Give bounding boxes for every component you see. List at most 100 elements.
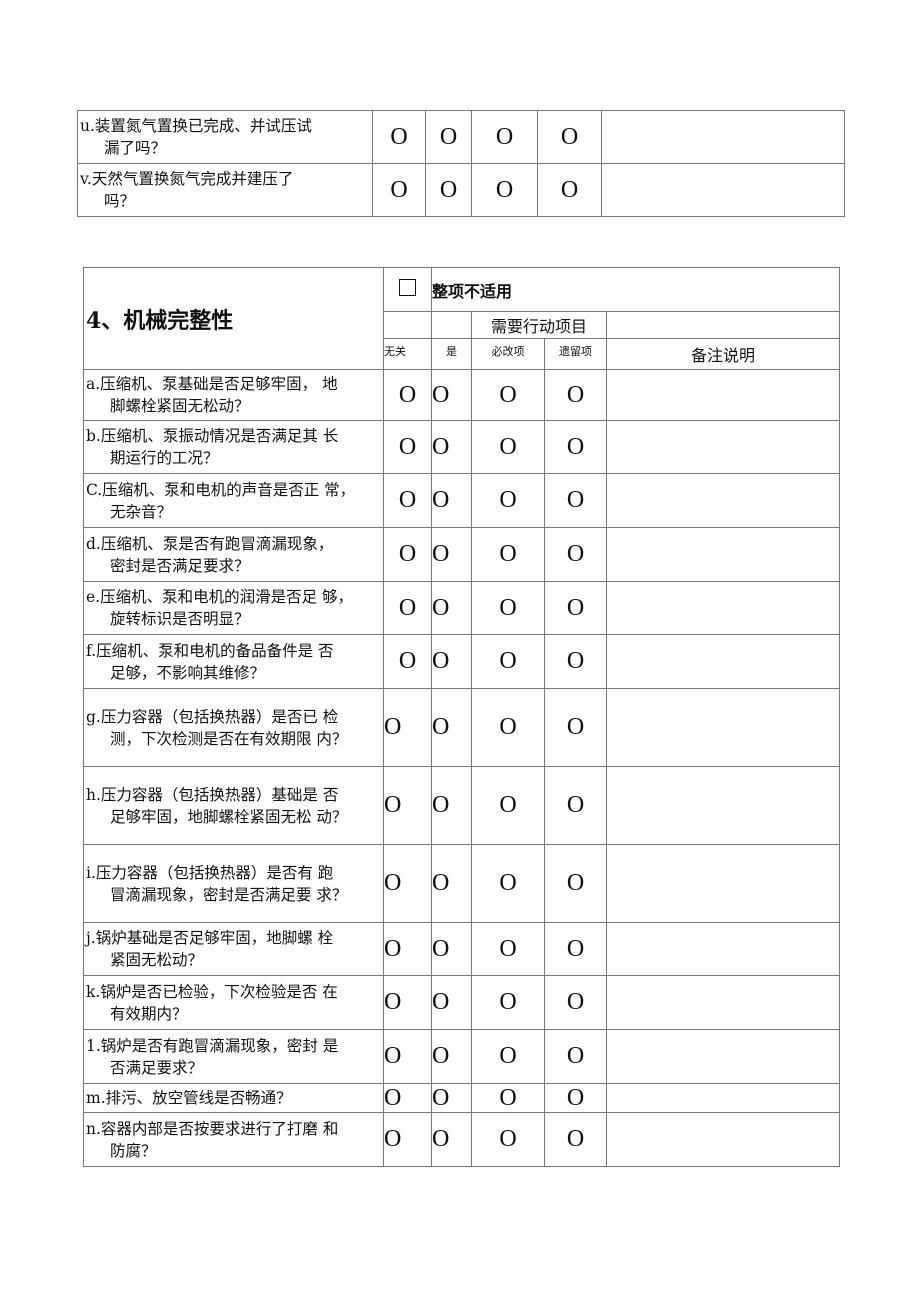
question-line: 密封是否满足要求？ <box>110 556 250 575</box>
radio-remaining[interactable]: O <box>544 1029 607 1084</box>
radio-irrelevant[interactable]: O <box>372 163 426 217</box>
radio-irrelevant[interactable]: O <box>383 634 432 689</box>
radio-irrelevant[interactable]: O <box>383 975 432 1030</box>
radio-yes[interactable]: O <box>431 581 472 635</box>
radio-remaining[interactable]: O <box>544 634 607 689</box>
radio-remaining[interactable]: O <box>544 369 607 421</box>
question-line: k.锅炉是否已检验，下次检验是否 在 <box>86 982 338 1001</box>
radio-irrelevant[interactable]: O <box>383 688 432 767</box>
remarks-cell[interactable] <box>605 369 841 421</box>
table-row: f.压缩机、泵和电机的备品备件是 否足够，不影响其维修？ O O O O <box>83 634 841 689</box>
radio-yes[interactable]: O <box>431 420 472 474</box>
question-line: f.压缩机、泵和电机的备品备件是 否 <box>86 641 334 660</box>
radio-remaining[interactable]: O <box>544 844 607 923</box>
radio-yes[interactable]: O <box>431 473 472 528</box>
radio-remaining[interactable]: O <box>544 1083 607 1113</box>
remarks-cell[interactable] <box>605 688 841 767</box>
remarks-cell[interactable] <box>605 1083 841 1113</box>
remarks-cell[interactable] <box>605 922 841 976</box>
radio-yes[interactable]: O <box>431 1083 472 1113</box>
radio-remaining[interactable]: O <box>544 688 607 767</box>
radio-must-fix[interactable]: O <box>471 420 545 474</box>
remarks-cell[interactable] <box>605 844 841 923</box>
checkbox-icon[interactable] <box>399 279 416 296</box>
remarks-cell[interactable] <box>605 527 841 582</box>
not-applicable-checkbox[interactable] <box>383 267 432 312</box>
radio-must-fix[interactable]: O <box>471 1112 545 1167</box>
radio-yes[interactable]: O <box>431 975 472 1030</box>
question-line: 紧固无松动？ <box>110 951 204 969</box>
radio-irrelevant[interactable]: O <box>383 922 432 976</box>
radio-must-fix[interactable]: O <box>471 473 545 528</box>
radio-remaining[interactable]: O <box>537 163 602 217</box>
col-yes: 是 <box>431 338 472 370</box>
radio-must-fix[interactable]: O <box>471 369 545 421</box>
radio-irrelevant[interactable]: O <box>383 1083 432 1113</box>
radio-must-fix[interactable]: O <box>471 844 545 923</box>
question-line: i.压力容器（包括换热器）是否有 跑 <box>86 863 334 882</box>
radio-yes[interactable]: O <box>431 844 472 923</box>
radio-irrelevant[interactable]: O <box>383 369 432 421</box>
radio-yes[interactable]: O <box>431 634 472 689</box>
remarks-cell[interactable] <box>605 766 841 845</box>
radio-remaining[interactable]: O <box>544 766 607 845</box>
radio-irrelevant[interactable]: O <box>383 766 432 845</box>
question: 1.锅炉是否有跑冒滴漏现象，密封 是否满足要求？ <box>83 1029 384 1084</box>
radio-remaining[interactable]: O <box>544 1112 607 1167</box>
radio-must-fix[interactable]: O <box>471 766 545 845</box>
radio-yes[interactable]: O <box>431 688 472 767</box>
radio-must-fix[interactable]: O <box>471 975 545 1030</box>
radio-irrelevant[interactable]: O <box>383 473 432 528</box>
remarks-cell[interactable] <box>605 1029 841 1084</box>
radio-yes[interactable]: O <box>425 163 472 217</box>
question-line: C.压缩机、泵和电机的声音是否正 常， <box>86 480 356 499</box>
question: C.压缩机、泵和电机的声音是否正 常， 无杂音？ <box>83 473 384 528</box>
radio-must-fix[interactable]: O <box>471 581 545 635</box>
radio-yes[interactable]: O <box>431 1112 472 1167</box>
radio-irrelevant[interactable]: O <box>372 110 426 164</box>
radio-must-fix[interactable]: O <box>471 922 545 976</box>
radio-irrelevant[interactable]: O <box>383 1112 432 1167</box>
radio-remaining[interactable]: O <box>544 581 607 635</box>
radio-yes[interactable]: O <box>431 369 472 421</box>
radio-remaining[interactable]: O <box>537 110 602 164</box>
radio-remaining[interactable]: O <box>544 473 607 528</box>
question-line: 无杂音？ <box>110 502 173 521</box>
question-line: v.天然气置换氮气完成并建压了 <box>80 170 294 188</box>
remarks-cell[interactable] <box>605 975 841 1030</box>
radio-yes[interactable]: O <box>431 527 472 582</box>
remarks-cell[interactable] <box>605 581 841 635</box>
question-line: 1.锅炉是否有跑冒滴漏现象，密封 是 <box>86 1036 339 1055</box>
radio-must-fix[interactable]: O <box>471 163 538 217</box>
radio-must-fix[interactable]: O <box>471 110 538 164</box>
radio-must-fix[interactable]: O <box>471 688 545 767</box>
radio-remaining[interactable]: O <box>544 420 607 474</box>
radio-yes[interactable]: O <box>431 922 472 976</box>
radio-yes[interactable]: O <box>425 110 472 164</box>
radio-remaining[interactable]: O <box>544 527 607 582</box>
col-remarks: 备注说明 <box>605 338 841 370</box>
radio-irrelevant[interactable]: O <box>383 844 432 923</box>
radio-irrelevant[interactable]: O <box>383 420 432 474</box>
radio-remaining[interactable]: O <box>544 975 607 1030</box>
question-line: 有效期内？ <box>110 1004 188 1023</box>
radio-irrelevant[interactable]: O <box>383 581 432 635</box>
radio-must-fix[interactable]: O <box>471 634 545 689</box>
radio-must-fix[interactable]: O <box>471 1083 545 1113</box>
remarks-cell[interactable] <box>605 420 841 474</box>
remarks-cell[interactable] <box>601 110 845 164</box>
table-row: b.压缩机、泵振动情况是否满足其 长期运行的工况？ O O O O <box>83 420 841 474</box>
question-line: 测，下次检测是否在有效期限 内？ <box>110 729 348 748</box>
table-row: d.压缩机、泵是否有跑冒滴漏现象， 密封是否满足要求？ O O O O <box>83 527 841 582</box>
remarks-cell[interactable] <box>605 1112 841 1167</box>
remarks-cell[interactable] <box>605 634 841 689</box>
remarks-cell[interactable] <box>601 163 845 217</box>
radio-must-fix[interactable]: O <box>471 527 545 582</box>
remarks-cell[interactable] <box>605 473 841 528</box>
radio-yes[interactable]: O <box>431 1029 472 1084</box>
radio-irrelevant[interactable]: O <box>383 1029 432 1084</box>
radio-must-fix[interactable]: O <box>471 1029 545 1084</box>
radio-irrelevant[interactable]: O <box>383 527 432 582</box>
radio-remaining[interactable]: O <box>544 922 607 976</box>
radio-yes[interactable]: O <box>431 766 472 845</box>
